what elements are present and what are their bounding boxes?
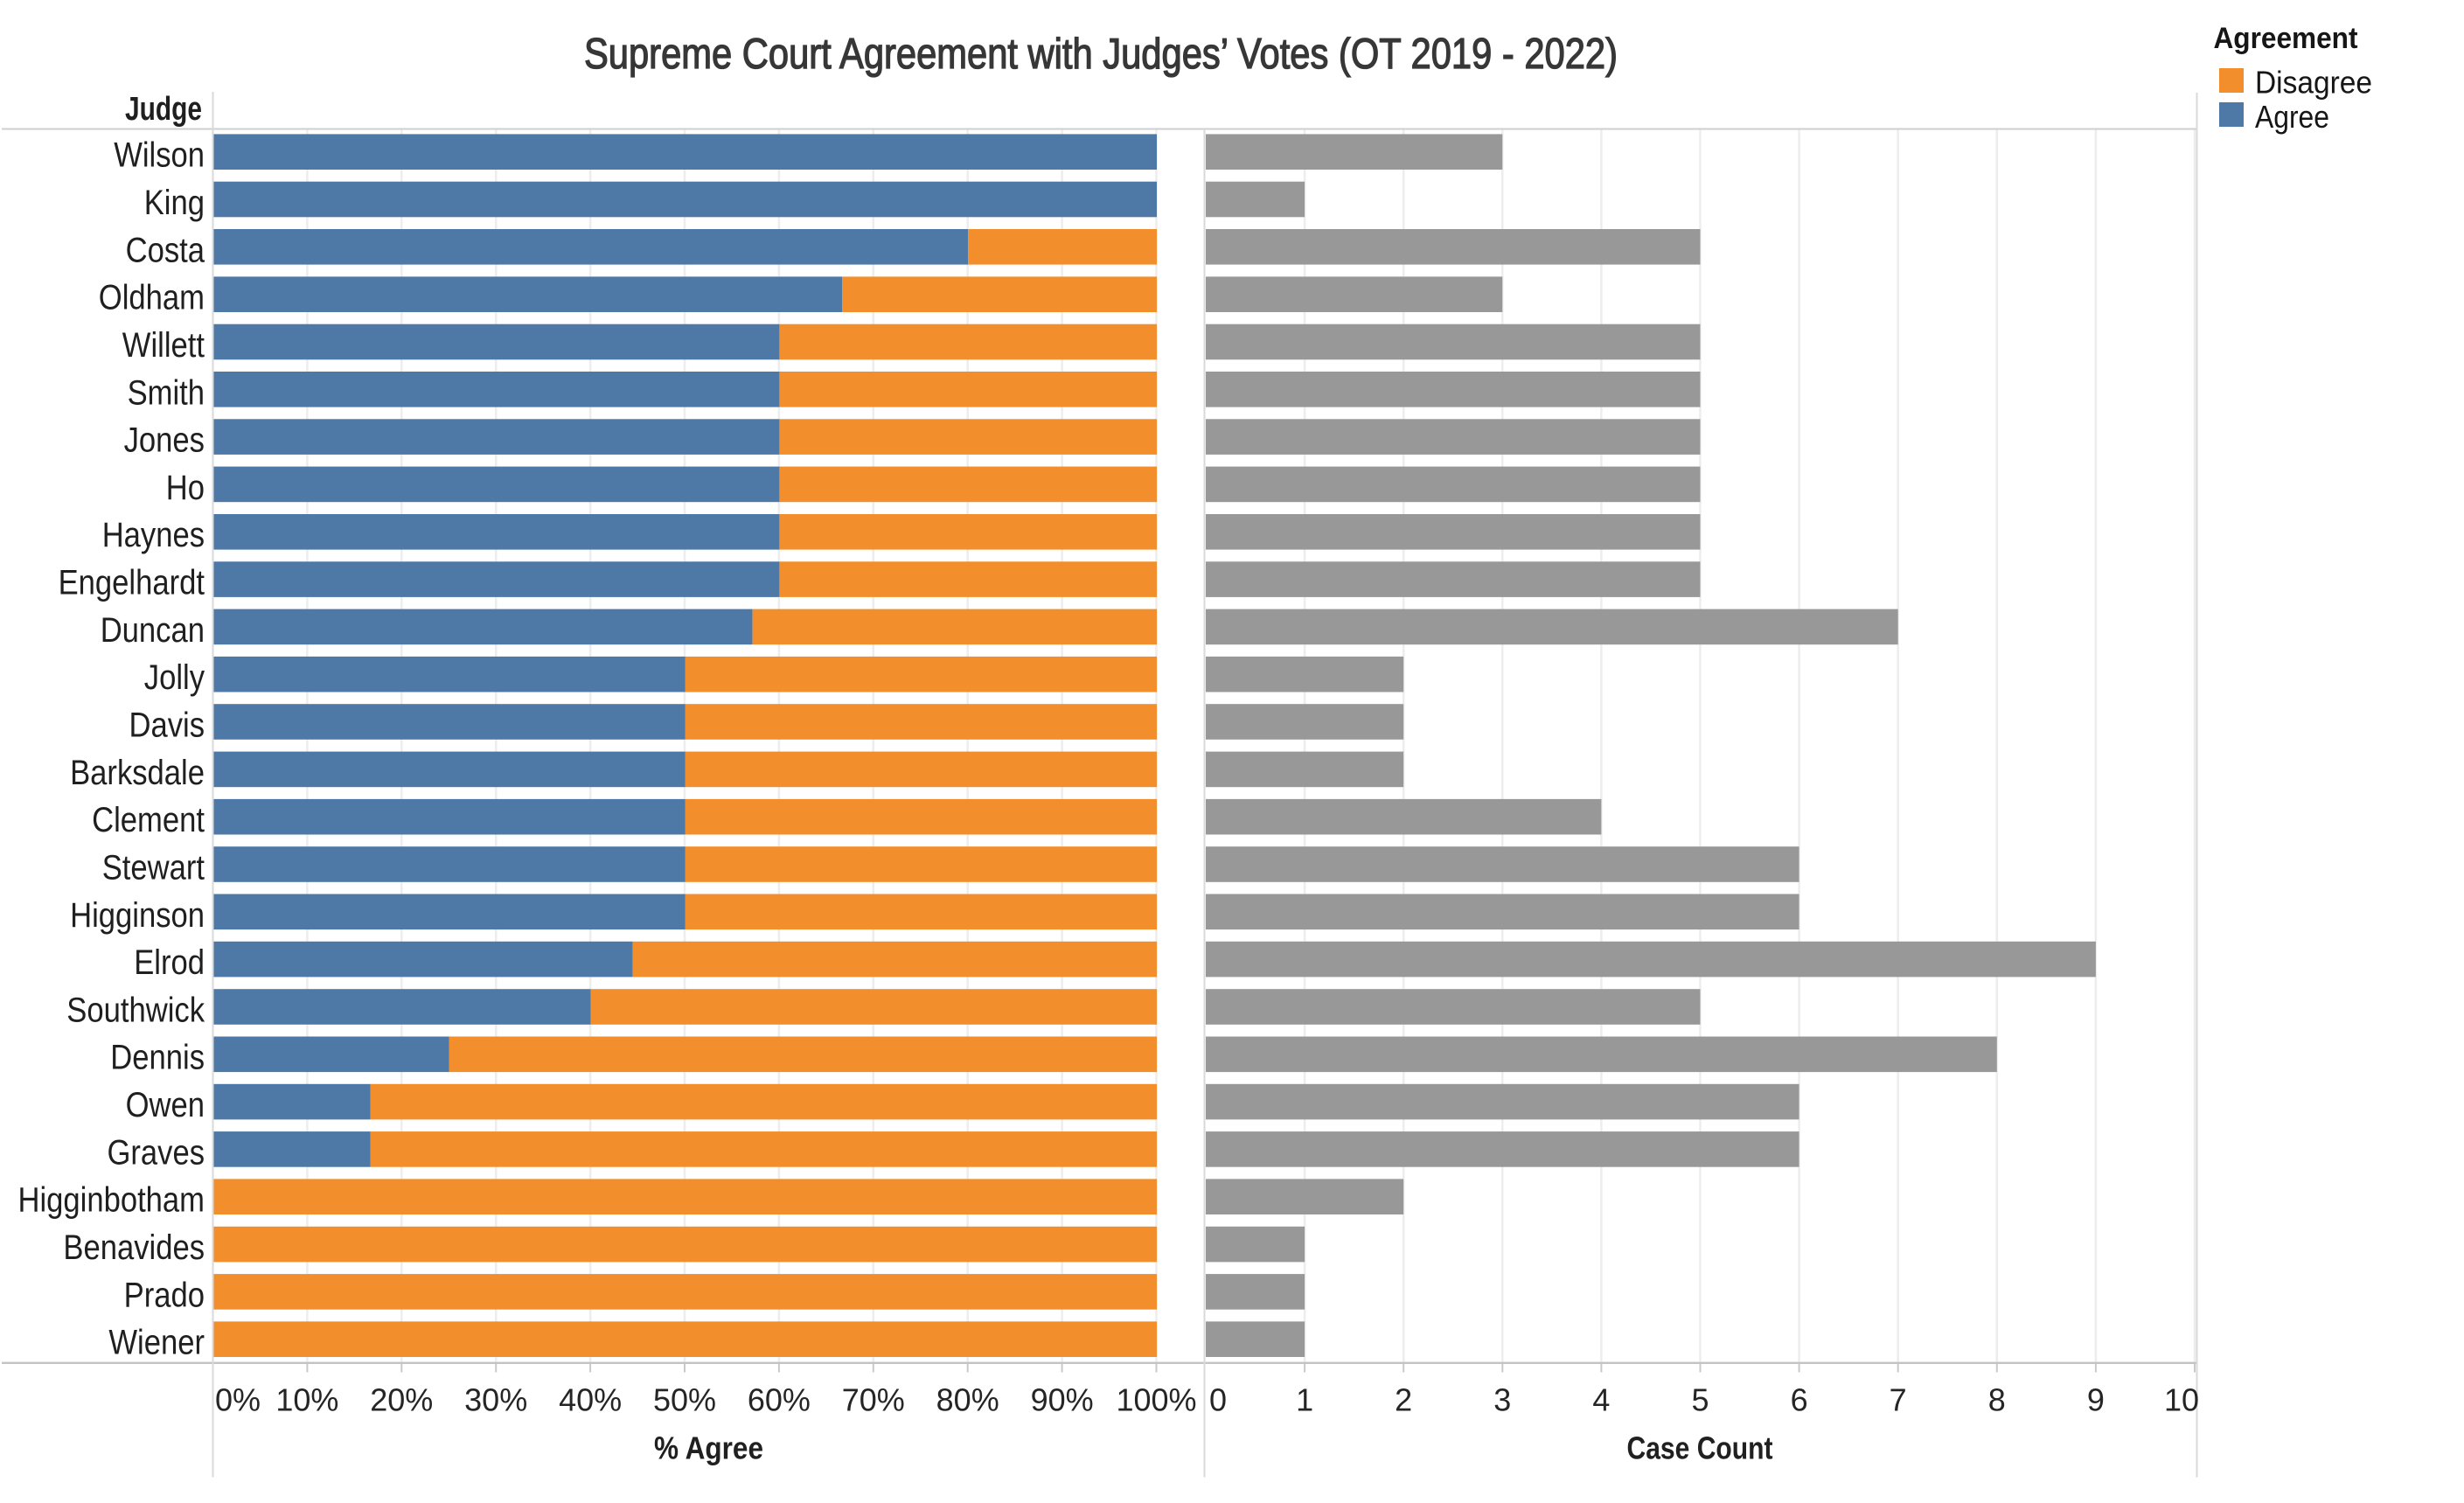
svg-text:Ho: Ho [166, 469, 205, 507]
svg-text:Engelhardt: Engelhardt [59, 564, 205, 602]
svg-text:4: 4 [1592, 1382, 1610, 1418]
svg-text:Dennis: Dennis [110, 1039, 205, 1077]
svg-text:50%: 50% [653, 1382, 716, 1418]
svg-text:Case Count: Case Count [1627, 1430, 1773, 1466]
svg-text:90%: 90% [1031, 1382, 1094, 1418]
svg-text:Jones: Jones [124, 421, 205, 460]
svg-text:Costa: Costa [126, 231, 205, 269]
svg-text:30%: 30% [464, 1382, 527, 1418]
svg-text:Disagree: Disagree [2255, 65, 2372, 101]
svg-text:10%: 10% [275, 1382, 338, 1418]
svg-text:2: 2 [1395, 1382, 1412, 1418]
svg-text:5: 5 [1691, 1382, 1709, 1418]
svg-text:Haynes: Haynes [102, 516, 205, 554]
svg-text:7: 7 [1890, 1382, 1907, 1418]
svg-text:6: 6 [1791, 1382, 1808, 1418]
svg-text:Davis: Davis [129, 706, 205, 745]
svg-text:40%: 40% [559, 1382, 622, 1418]
svg-text:Elrod: Elrod [134, 943, 205, 982]
svg-text:Prado: Prado [124, 1276, 205, 1314]
svg-text:Benavides: Benavides [63, 1228, 205, 1267]
svg-text:Wilson: Wilson [114, 136, 205, 175]
svg-text:% Agree: % Agree [654, 1430, 763, 1466]
svg-text:Stewart: Stewart [102, 849, 205, 887]
svg-text:Agreement: Agreement [2214, 22, 2358, 55]
svg-text:King: King [144, 184, 205, 222]
svg-text:Wiener: Wiener [108, 1324, 205, 1362]
svg-text:Agree: Agree [2255, 99, 2329, 135]
svg-text:Graves: Graves [108, 1133, 205, 1172]
svg-text:Duncan: Duncan [101, 611, 205, 650]
svg-text:Southwick: Southwick [66, 991, 205, 1029]
svg-text:Willett: Willett [122, 326, 205, 365]
svg-text:70%: 70% [842, 1382, 905, 1418]
svg-text:8: 8 [1988, 1382, 2006, 1418]
svg-text:60%: 60% [748, 1382, 811, 1418]
svg-text:20%: 20% [370, 1382, 433, 1418]
svg-text:80%: 80% [936, 1382, 999, 1418]
svg-text:Barksdale: Barksdale [70, 754, 205, 792]
svg-text:1: 1 [1296, 1382, 1313, 1418]
svg-text:Higginbotham: Higginbotham [18, 1181, 205, 1220]
svg-text:Supreme Court Agreement with J: Supreme Court Agreement with Judges’ Vot… [584, 31, 1618, 78]
svg-text:Oldham: Oldham [99, 279, 205, 317]
svg-text:10: 10 [2164, 1382, 2199, 1418]
svg-text:9: 9 [2087, 1382, 2105, 1418]
svg-text:Owen: Owen [126, 1086, 205, 1124]
svg-text:Smith: Smith [128, 373, 205, 412]
svg-text:Higginson: Higginson [70, 896, 205, 935]
svg-text:100%: 100% [1116, 1382, 1196, 1418]
svg-text:0%: 0% [215, 1382, 261, 1418]
svg-text:Jolly: Jolly [144, 658, 205, 697]
svg-text:Judge: Judge [125, 91, 202, 128]
svg-text:3: 3 [1493, 1382, 1511, 1418]
svg-text:0: 0 [1209, 1382, 1227, 1418]
svg-text:Clement: Clement [92, 801, 205, 839]
